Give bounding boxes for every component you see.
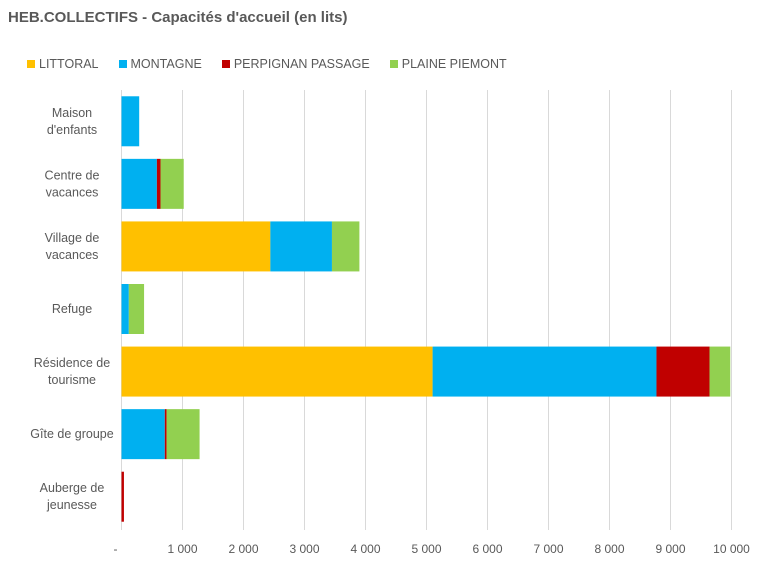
- legend-item-perpignan-passage: PERPIGNAN PASSAGE: [221, 57, 370, 71]
- bar-perpignan-passage: [656, 346, 710, 397]
- bar-perpignan-passage: [156, 158, 161, 209]
- category-label-line: vacances: [46, 185, 99, 199]
- legend-swatch-perpignan-passage: [221, 60, 230, 68]
- legend-label-montagne: MONTAGNE: [130, 57, 202, 71]
- category-label-line: Maison: [52, 106, 92, 120]
- bar-littoral: [121, 221, 271, 272]
- bar-montagne: [432, 346, 657, 397]
- x-tick-label: 3 000: [289, 542, 319, 556]
- x-tick-label: 5 000: [411, 542, 441, 556]
- category-label: Village de vacances: [45, 231, 100, 262]
- bar-plaine-piemont: [160, 158, 184, 209]
- bar-littoral: [121, 346, 433, 397]
- category-label: Centre de vacances: [45, 168, 100, 199]
- x-tick-label: -: [114, 542, 118, 556]
- legend-item-montagne: MONTAGNE: [118, 57, 202, 71]
- category-label-line: vacances: [46, 248, 99, 262]
- legend-swatch-littoral: [27, 60, 35, 68]
- category-label: Auberge de jeunesse: [40, 481, 105, 512]
- legend-swatch-plaine-piemont: [389, 60, 398, 68]
- x-tick-label: 4 000: [350, 542, 380, 556]
- chart-title: HEB.COLLECTIFS - Capacités d'accueil (en…: [8, 9, 348, 26]
- category-label: Maison d'enfants: [47, 106, 97, 137]
- category-label-line: Auberge de: [40, 481, 105, 495]
- category-label-line: d'enfants: [47, 123, 97, 137]
- category-label: Refuge: [52, 302, 92, 316]
- x-tick-label: 1 000: [167, 542, 197, 556]
- category-label: Résidence de tourisme: [34, 356, 110, 387]
- category-label-line: Résidence de: [34, 356, 110, 370]
- x-tick-label: 6 000: [472, 542, 502, 556]
- category-label-line: Village de: [45, 231, 100, 245]
- legend-label-littoral: LITTORAL: [39, 57, 99, 71]
- bar-perpignan-passage: [121, 471, 124, 522]
- x-tick-label: 7 000: [533, 542, 563, 556]
- bar-perpignan-passage: [164, 409, 167, 460]
- bar-montagne: [121, 284, 129, 334]
- legend-item-plaine-piemont: PLAINE PIEMONT: [389, 57, 507, 71]
- category-label-line: jeunesse: [46, 498, 97, 512]
- x-tick-label: 8 000: [594, 542, 624, 556]
- legend-label-plaine-piemont: PLAINE PIEMONT: [401, 57, 507, 71]
- category-label: Gîte de groupe: [30, 427, 113, 441]
- legend-label-perpignan-passage: PERPIGNAN PASSAGE: [233, 57, 370, 71]
- bar-plaine-piemont: [166, 409, 200, 460]
- bar-montagne: [121, 158, 157, 209]
- legend-item-littoral: LITTORAL: [27, 57, 99, 71]
- x-tick-label: 2 000: [228, 542, 258, 556]
- bar-plaine-piemont: [709, 346, 731, 397]
- category-label-line: tourisme: [48, 373, 96, 387]
- bar-plaine-piemont: [331, 221, 360, 272]
- category-label-line: Centre de: [45, 168, 100, 182]
- bar-montagne: [270, 221, 332, 272]
- bar-montagne: [121, 409, 165, 460]
- legend-swatch-montagne: [118, 60, 127, 68]
- x-tick-label: 10 000: [713, 542, 750, 556]
- category-label-line: Gîte de groupe: [30, 427, 113, 441]
- bar-montagne: [121, 96, 140, 147]
- legend: LITTORAL MONTAGNE PERPIGNAN PASSAGE PLAI…: [27, 56, 527, 72]
- x-tick-label: 9 000: [655, 542, 685, 556]
- bar-plaine-piemont: [128, 284, 145, 334]
- category-label-line: Refuge: [52, 302, 92, 316]
